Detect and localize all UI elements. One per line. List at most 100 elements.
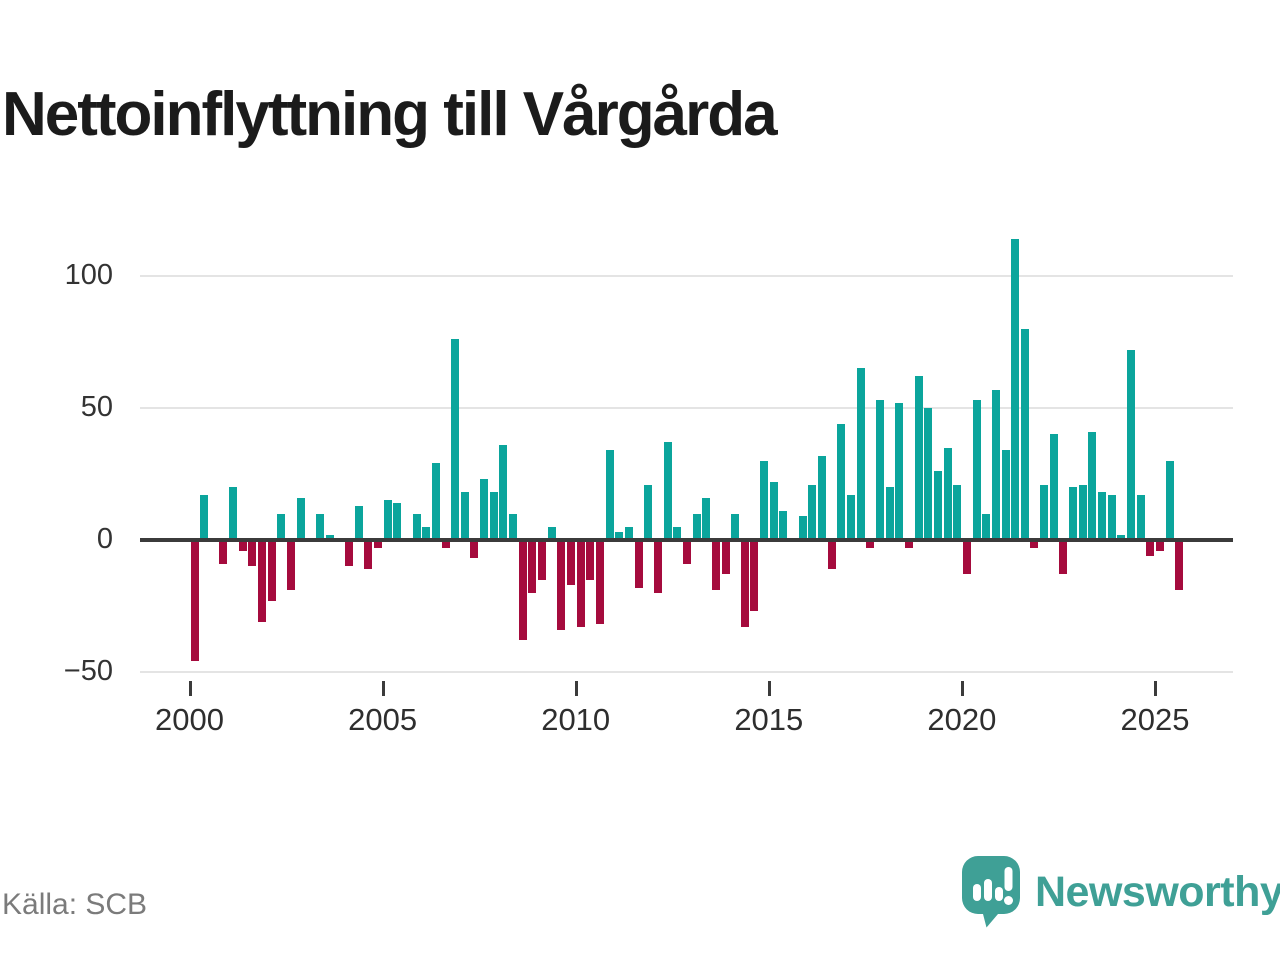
bar-q92: [1079, 484, 1087, 540]
bar-q65: [818, 455, 826, 540]
bar-q89: [1050, 434, 1058, 540]
x-axis-tick-label: 2005: [348, 702, 418, 737]
bar-q97: [1127, 349, 1135, 540]
newsworthy-logo: Newsworthy: [962, 856, 1280, 933]
bar-q48: [654, 540, 662, 593]
bar-q0: [191, 540, 199, 662]
bar-q80: [963, 540, 971, 575]
bar-q60: [770, 481, 778, 540]
bar-q73: [895, 402, 903, 540]
x-axis-tick-2015: [767, 681, 771, 696]
bar-q9: [277, 513, 285, 540]
x-axis-tick-2020: [960, 681, 964, 696]
bar-q76: [924, 408, 932, 540]
bar-q13: [316, 513, 324, 540]
y-axis-tick-label: 100: [64, 259, 113, 291]
bar-q66: [828, 540, 836, 570]
bar-q77: [934, 471, 942, 540]
bar-q96: [1117, 534, 1125, 540]
bar-q43: [606, 450, 614, 540]
bar-q64: [808, 484, 816, 540]
bar-q57: [741, 540, 749, 628]
bar-q98: [1137, 495, 1145, 540]
gridline-y-50: [140, 407, 1233, 409]
bar-q87: [1030, 540, 1038, 548]
bar-q95: [1108, 495, 1116, 540]
bar-q42: [596, 540, 604, 625]
x-axis-tick-label: 2000: [155, 702, 224, 737]
bar-q56: [731, 513, 739, 540]
bar-q94: [1098, 492, 1106, 540]
bar-q54: [712, 540, 720, 591]
bar-q90: [1059, 540, 1067, 575]
bar-q85: [1011, 239, 1019, 540]
bar-q50: [673, 526, 681, 540]
bar-q37: [548, 526, 556, 540]
bar-q78: [944, 447, 952, 540]
gridline-y--50: [140, 671, 1233, 673]
bar-q24: [422, 526, 430, 540]
newsworthy-wordmark: Newsworthy: [1035, 868, 1280, 916]
bar-q52: [693, 513, 701, 540]
bar-q26: [442, 540, 450, 548]
bar-q102: [1175, 540, 1183, 591]
bar-q75: [915, 376, 923, 540]
x-axis-tick-label: 2010: [541, 702, 611, 737]
bar-q6: [248, 540, 256, 567]
bar-q14: [326, 534, 334, 540]
bar-q1: [200, 495, 208, 540]
bar-q49: [664, 442, 672, 540]
bar-q16: [345, 540, 353, 567]
bar-q44: [615, 532, 623, 540]
x-axis-tick-2005: [381, 681, 385, 696]
bar-q70: [866, 540, 874, 548]
bar-q5: [239, 540, 247, 551]
bar-q101: [1166, 460, 1174, 540]
bar-q28: [461, 492, 469, 540]
bar-q47: [644, 484, 652, 540]
y-axis-tick-label: 0: [96, 523, 113, 555]
bar-q46: [635, 540, 643, 588]
bar-q40: [577, 540, 585, 628]
x-axis-tick-2010: [574, 681, 578, 696]
bar-q45: [625, 526, 633, 540]
bar-q3: [219, 540, 227, 564]
newsworthy-speech-bubble-chart-icon: [962, 856, 1020, 933]
bar-q36: [538, 540, 546, 580]
bar-q7: [258, 540, 266, 622]
bar-q93: [1088, 431, 1096, 540]
bar-q81: [973, 400, 981, 540]
bar-q59: [760, 460, 768, 540]
bar-q18: [364, 540, 372, 570]
bar-q53: [702, 497, 710, 540]
bar-q91: [1069, 487, 1077, 540]
bar-q23: [413, 513, 421, 540]
gridline-y-100: [140, 275, 1233, 277]
bar-q33: [509, 513, 517, 540]
y-axis-tick-label: −50: [63, 655, 113, 687]
bar-q35: [528, 540, 536, 593]
bar-q29: [470, 540, 478, 559]
bar-q68: [847, 495, 855, 540]
bar-q30: [480, 479, 488, 540]
x-axis-tick-2025: [1154, 681, 1157, 696]
bar-q74: [905, 540, 913, 548]
y-axis-tick-label: 50: [80, 391, 113, 423]
bar-q19: [374, 540, 382, 548]
page-title: Nettoinflyttning till Vårgårda: [2, 79, 778, 149]
bar-q71: [876, 400, 884, 540]
bar-q99: [1146, 540, 1154, 556]
x-axis-tick-label: 2020: [927, 702, 997, 737]
bar-q25: [432, 463, 440, 540]
bar-q38: [557, 540, 565, 630]
bar-q69: [857, 368, 865, 540]
x-axis-tick-2000: [188, 681, 192, 696]
bar-q8: [268, 540, 276, 601]
bar-q32: [499, 444, 507, 540]
x-axis-tick-label: 2015: [734, 702, 804, 737]
bar-q67: [837, 423, 845, 540]
bar-q34: [519, 540, 527, 641]
bar-q20: [384, 500, 392, 540]
bar-q79: [953, 484, 961, 540]
